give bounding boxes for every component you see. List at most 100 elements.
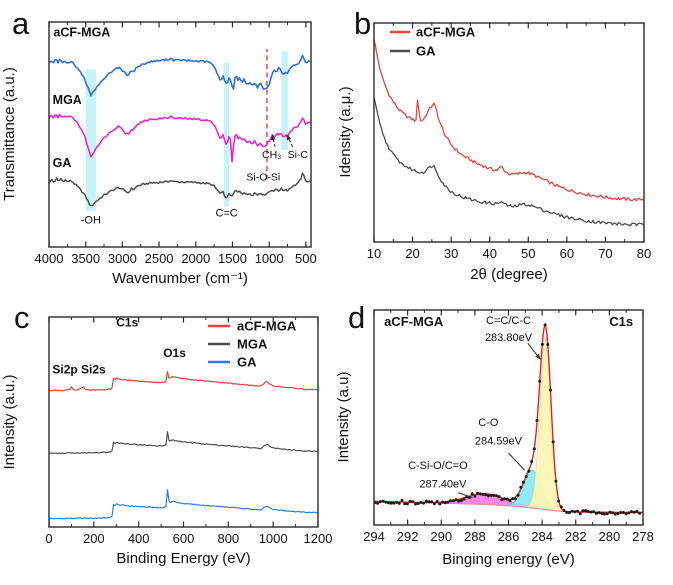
x-tick-label: 10 [367, 246, 381, 261]
annotation: Si2p Si2s [52, 363, 106, 377]
data-point [619, 511, 623, 514]
x-tick-label: 1200 [304, 531, 333, 546]
data-point [419, 500, 423, 504]
x-tick-label: 2000 [181, 251, 210, 266]
x-tick-label: 50 [521, 246, 535, 261]
data-point [532, 447, 536, 451]
annotation: C=C [215, 208, 237, 220]
x-tick-label: 3000 [108, 251, 137, 266]
data-point [384, 500, 388, 504]
data-point [476, 491, 480, 495]
data-point [387, 501, 390, 505]
data-point [411, 500, 415, 504]
data-point [397, 501, 401, 505]
data-point [403, 502, 407, 506]
highlight-band [85, 69, 96, 211]
series-aCF-MGA [48, 54, 311, 97]
x-axis-label: 2θ (degree) [470, 266, 548, 283]
series-GA [48, 172, 311, 207]
data-point [570, 509, 574, 513]
data-point [589, 510, 593, 514]
data-point [495, 494, 498, 498]
x-tick-label: 500 [295, 251, 317, 266]
x-tick-label: 2500 [145, 251, 174, 266]
data-point [632, 510, 636, 514]
x-axis-label: Binging energy (eV) [442, 551, 575, 568]
data-point [376, 501, 380, 505]
data-point [594, 511, 598, 515]
arrow-head [271, 134, 276, 141]
series-MGA [48, 431, 318, 455]
annotation: 283.80eV [485, 332, 533, 344]
annotation: O1s [163, 346, 186, 360]
x-tick-label: 282 [565, 529, 587, 544]
data-point [540, 342, 544, 346]
x-tick-label: 290 [430, 529, 452, 544]
x-tick-label: 20 [405, 246, 419, 261]
x-tick-label: 288 [464, 529, 486, 544]
panel-d-xps-c1s: 294 292 290 288 286 284 282 280 278 Binging energ… [336, 292, 673, 585]
data-point [427, 500, 431, 504]
annotation: aCF-MGA [384, 314, 444, 329]
series-aCF-MGA [373, 39, 645, 202]
highlight-band [281, 51, 288, 151]
x-tick-label: 292 [397, 529, 419, 544]
data-point [635, 509, 639, 513]
data-point [578, 512, 582, 516]
x-tick-label: 1000 [255, 251, 284, 266]
x-tick-label: 1500 [218, 251, 247, 266]
x-tick-label: 284 [531, 529, 553, 544]
data-point [492, 493, 496, 497]
y-axis-label: Idensity (a.μ.) [337, 86, 354, 177]
data-point [527, 469, 531, 473]
data-point [524, 475, 528, 478]
panel-letter-d: d [348, 300, 365, 335]
pointer-line [457, 492, 473, 499]
xps-c1s-chart: 294 292 290 288 286 284 282 280 278 Binging energ… [336, 300, 654, 568]
annotation: Si-O-Si [246, 172, 280, 184]
annotation: C-Si-O/C=O [408, 460, 468, 472]
data-point [470, 492, 474, 496]
data-point [473, 494, 477, 498]
data-point [508, 499, 512, 503]
data-point [438, 502, 442, 506]
annotation: GA [53, 156, 72, 170]
data-point [395, 500, 399, 504]
x-tick-label: 294 [363, 529, 385, 544]
data-point [416, 502, 420, 505]
annotation: 284.59eV [475, 435, 523, 447]
data-point [449, 499, 453, 503]
data-point [381, 499, 385, 503]
series-GA [373, 97, 645, 227]
x-tick-label: 280 [599, 529, 621, 544]
legend-label-GA: GA [416, 44, 436, 59]
legend-label-aCF-MGA: aCF-MGA [416, 25, 476, 40]
data-point [392, 501, 396, 505]
data-point [565, 510, 569, 514]
panel-c-xps-survey: 0 200 400 600 800 1000 1200 Binding Energy (eV)… [0, 292, 336, 585]
series-GA [48, 489, 318, 520]
data-point [443, 501, 447, 505]
xrd-chart: 10 20 30 40 50 60 70 80 2θ (degree) Idensity (a.μ… [337, 6, 651, 283]
data-point [435, 500, 439, 503]
data-point [457, 499, 461, 503]
x-tick-label: 4000 [35, 251, 64, 266]
data-point [557, 499, 561, 503]
data-point [478, 492, 482, 496]
data-point [405, 502, 409, 506]
data-point [613, 512, 617, 516]
x-tick-label: 70 [598, 246, 612, 261]
data-point [597, 511, 601, 515]
data-point [630, 510, 633, 514]
data-point [543, 323, 547, 327]
data-point [408, 499, 412, 503]
data-point [549, 388, 552, 392]
data-point [600, 512, 604, 515]
data-point [400, 498, 404, 502]
data-point [621, 511, 625, 514]
x-tick-label: 3500 [71, 251, 100, 266]
data-point [608, 510, 612, 514]
panel-letter-b: b [354, 6, 371, 41]
panel-b-xrd: 10 20 30 40 50 60 70 80 2θ (degree) Idensity (a.μ… [336, 0, 673, 292]
